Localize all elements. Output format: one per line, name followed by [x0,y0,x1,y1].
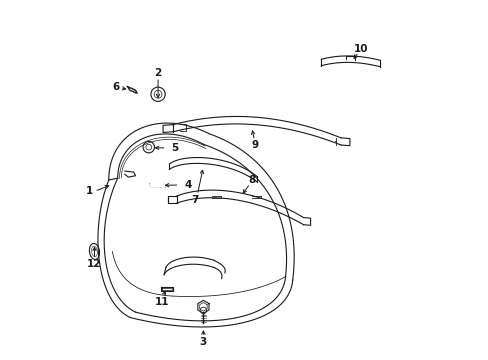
Text: 8: 8 [248,175,255,185]
Text: 2: 2 [154,68,162,78]
Text: 3: 3 [200,337,206,347]
Text: 1: 1 [86,186,93,197]
Text: 10: 10 [353,44,367,54]
Text: 5: 5 [171,143,179,153]
Text: 11: 11 [154,297,168,307]
Text: 7: 7 [191,195,199,204]
Text: 4: 4 [184,180,192,190]
Text: 12: 12 [87,259,102,269]
Text: 6: 6 [112,82,119,92]
Text: 9: 9 [251,140,258,150]
Polygon shape [149,184,165,187]
